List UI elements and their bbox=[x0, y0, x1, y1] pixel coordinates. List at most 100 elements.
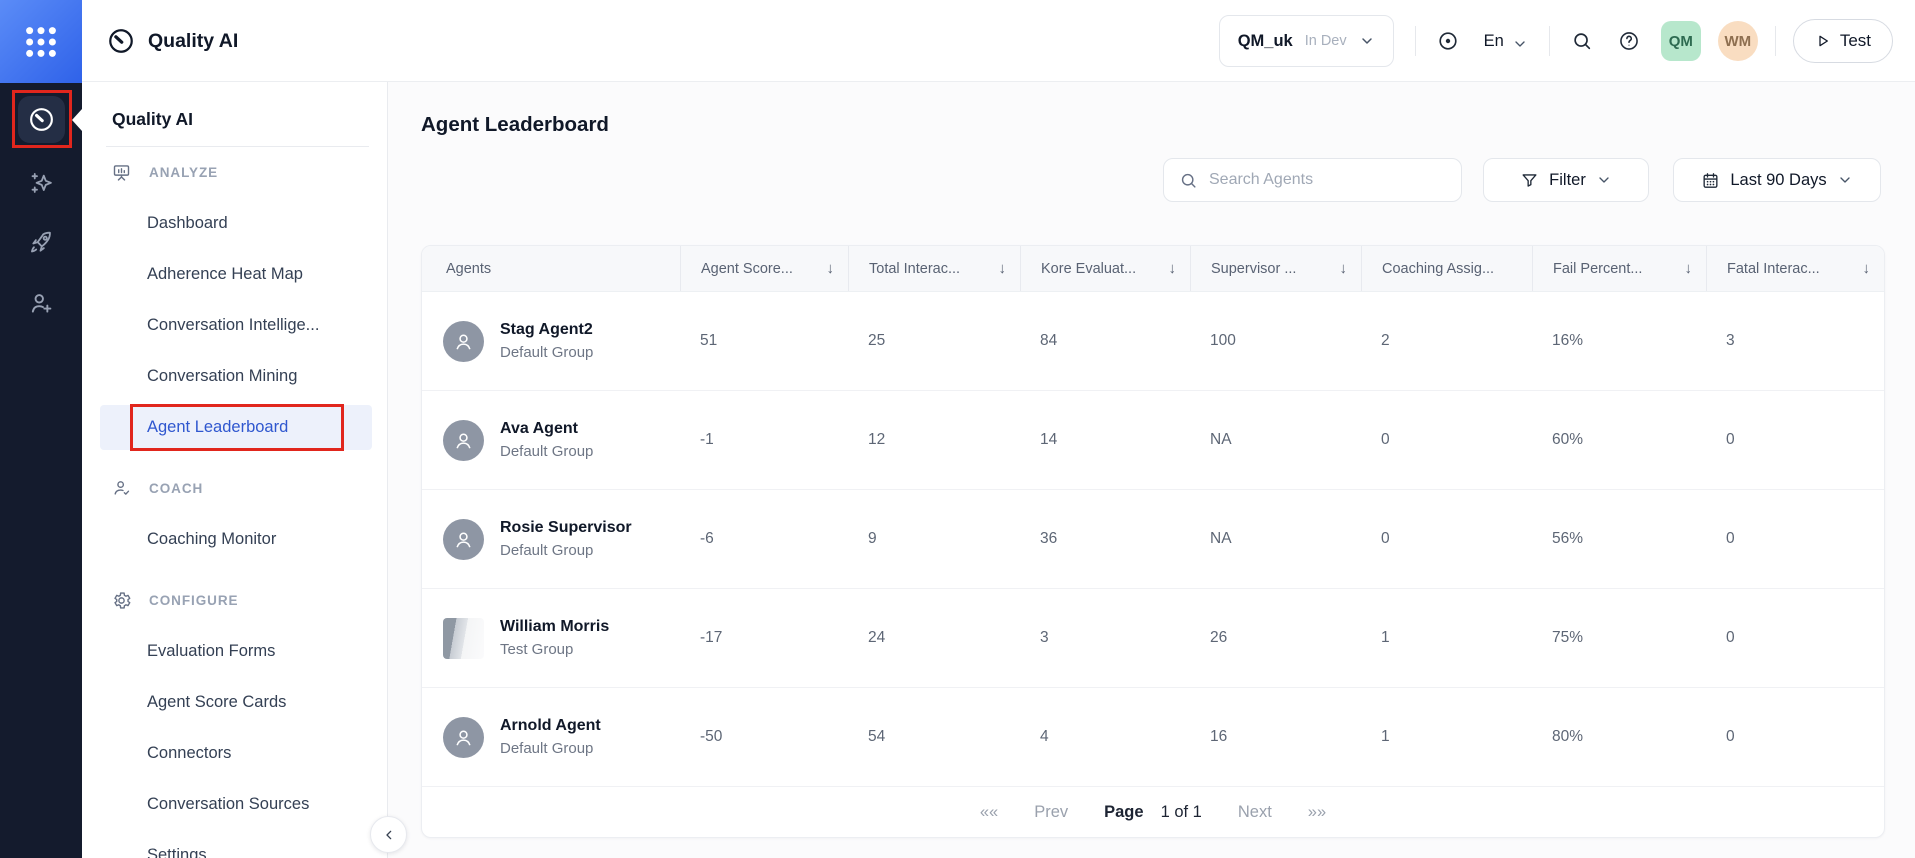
search-icon bbox=[1181, 173, 1196, 188]
column-label: Fatal Interac... bbox=[1727, 260, 1820, 277]
nav-item-label: Conversation Mining bbox=[147, 367, 298, 385]
column-header-agents[interactable]: Agents bbox=[422, 246, 680, 291]
person-icon bbox=[456, 729, 471, 745]
cell-coaching-assigned: 1 bbox=[1381, 629, 1390, 646]
column-header-total-interactions[interactable]: Total Interac... ↓ bbox=[848, 246, 1020, 291]
help-icon bbox=[1619, 32, 1638, 50]
workspace-status: In Dev bbox=[1304, 33, 1347, 49]
wm-user-avatar[interactable]: WM bbox=[1717, 21, 1758, 61]
sparkles-icon bbox=[31, 172, 52, 193]
gauge-icon bbox=[30, 108, 53, 131]
sidebar-item-evaluation-forms[interactable]: Evaluation Forms bbox=[82, 626, 387, 677]
filter-button[interactable]: Filter bbox=[1483, 158, 1649, 202]
column-header-fatal-interactions[interactable]: Fatal Interac... ↓ bbox=[1706, 246, 1884, 291]
rail-item-sparkles[interactable] bbox=[0, 160, 82, 206]
active-item-highlight bbox=[100, 405, 372, 450]
sidebar-item-settings[interactable]: Settings bbox=[82, 830, 387, 858]
pagination-next-button[interactable]: Next bbox=[1237, 803, 1272, 821]
annotation-box-nav bbox=[130, 404, 344, 451]
pagination-page-value: 1 of 1 bbox=[1160, 803, 1202, 821]
test-button[interactable]: Test bbox=[1792, 19, 1893, 63]
column-header-agent-score[interactable]: Agent Score... ↓ bbox=[680, 246, 848, 291]
cell-fatal-interactions: 0 bbox=[1726, 728, 1735, 745]
agent-avatar bbox=[443, 716, 484, 758]
agent-avatar bbox=[443, 518, 484, 560]
cell-agent-score: -1 bbox=[700, 431, 714, 448]
pagination-first-button[interactable]: «« bbox=[979, 803, 999, 821]
workspace-selector[interactable]: QM_uk In Dev bbox=[1218, 15, 1394, 67]
presentation-icon bbox=[111, 162, 132, 183]
top-bar: Quality AI QM_uk In Dev En bbox=[0, 0, 1915, 83]
rail-item-user-add[interactable] bbox=[0, 280, 82, 326]
chevron-left-icon bbox=[385, 830, 391, 839]
date-range-label: Last 90 Days bbox=[1730, 170, 1827, 189]
cell-agent-score: -17 bbox=[700, 629, 723, 646]
sort-icon: ↓ bbox=[1339, 260, 1348, 277]
side-nav: Quality AI ANALYZE Dashboard Adherence H… bbox=[82, 82, 388, 858]
sidebar-item-coaching-monitor[interactable]: Coaching Monitor bbox=[82, 514, 387, 565]
rail-item-quality-ai[interactable] bbox=[18, 96, 65, 143]
sidebar-item-dashboard[interactable]: Dashboard bbox=[82, 198, 387, 249]
agent-search-input[interactable] bbox=[1209, 159, 1461, 201]
cell-agent-score: 51 bbox=[700, 332, 718, 349]
sidebar-item-adherence-heat-map[interactable]: Adherence Heat Map bbox=[82, 249, 387, 300]
pagination-last-button[interactable]: »» bbox=[1307, 803, 1327, 821]
calendar-icon bbox=[1703, 172, 1718, 188]
sidebar-item-agent-score-cards[interactable]: Agent Score Cards bbox=[82, 677, 387, 728]
language-selector[interactable]: En bbox=[1480, 28, 1532, 55]
chevron-down-icon bbox=[1512, 33, 1528, 49]
cell-agent-score: -50 bbox=[700, 728, 723, 745]
column-label: Total Interac... bbox=[869, 260, 961, 277]
date-range-button[interactable]: Last 90 Days bbox=[1673, 158, 1881, 202]
cell-supervisor: 26 bbox=[1210, 629, 1228, 646]
top-bar-actions: QM_uk In Dev En bbox=[1218, 0, 1893, 82]
qm-workspace-badge[interactable]: QM bbox=[1660, 21, 1701, 61]
table-row-ava-agent[interactable]: Ava Agent Default Group -1 12 14 NA 0 60… bbox=[422, 391, 1884, 490]
gear-icon bbox=[111, 590, 132, 611]
sidebar-item-agent-leaderboard[interactable]: Agent Leaderboard bbox=[82, 402, 387, 453]
help-button[interactable] bbox=[1614, 26, 1644, 56]
cell-total-interactions: 54 bbox=[868, 728, 886, 745]
nav-section-label: CONFIGURE bbox=[149, 593, 239, 608]
agent-name: Ava Agent bbox=[500, 420, 578, 437]
sidebar-item-conversation-mining[interactable]: Conversation Mining bbox=[82, 351, 387, 402]
table-row-rosie-supervisor[interactable]: Rosie Supervisor Default Group -6 9 36 N… bbox=[422, 490, 1884, 589]
nav-item-label: Dashboard bbox=[147, 214, 228, 232]
rail-item-rocket[interactable] bbox=[0, 219, 82, 265]
agent-cell: Stag Agent2 Default Group bbox=[422, 292, 680, 390]
column-header-supervisor[interactable]: Supervisor ... ↓ bbox=[1190, 246, 1361, 291]
column-header-fail-percentage[interactable]: Fail Percent... ↓ bbox=[1532, 246, 1706, 291]
cell-fatal-interactions: 80% bbox=[1552, 728, 1584, 745]
nav-section-label: ANALYZE bbox=[149, 165, 219, 180]
column-header-coaching-assigned[interactable]: Coaching Assig... bbox=[1361, 246, 1532, 291]
column-label: Kore Evaluat... bbox=[1041, 260, 1137, 277]
divider bbox=[1548, 26, 1550, 56]
cell-fatal-interactions: 0 bbox=[1726, 629, 1735, 646]
annotation-box-rail bbox=[12, 90, 72, 148]
rocket-icon bbox=[30, 231, 51, 252]
pagination-page-label: Page bbox=[1104, 803, 1144, 821]
main-content: Agent Leaderboard Filter Last 90 Days Ag bbox=[388, 82, 1915, 858]
goal-target-button[interactable] bbox=[1433, 26, 1463, 56]
page-title: Agent Leaderboard bbox=[421, 113, 609, 136]
divider bbox=[106, 146, 369, 147]
sidebar-item-conversation-intelligence[interactable]: Conversation Intellige... bbox=[82, 300, 387, 351]
sort-icon: ↓ bbox=[1168, 260, 1177, 277]
collapse-nav-button[interactable] bbox=[370, 816, 407, 853]
global-search-button[interactable] bbox=[1567, 26, 1597, 56]
table-row-william-morris[interactable]: William Morris Test Group -17 24 3 26 1 … bbox=[422, 589, 1884, 688]
divider bbox=[1414, 26, 1416, 56]
table-row-stag-agent2[interactable]: Stag Agent2 Default Group 51 25 84 100 2… bbox=[422, 292, 1884, 391]
sidebar-item-conversation-sources[interactable]: Conversation Sources bbox=[82, 779, 387, 830]
agent-group: Default Group bbox=[500, 740, 594, 757]
table-row-arnold-agent[interactable]: Arnold Agent Default Group -50 54 4 16 1… bbox=[422, 688, 1884, 787]
cell-fatal-interactions: 0 bbox=[1726, 431, 1735, 448]
agent-cell: William Morris Test Group bbox=[422, 589, 680, 687]
column-label: Coaching Assig... bbox=[1382, 260, 1495, 277]
column-header-kore-evaluations[interactable]: Kore Evaluat... ↓ bbox=[1020, 246, 1190, 291]
column-label: Agents bbox=[446, 260, 492, 277]
cell-fail-percentage: 60% bbox=[1552, 431, 1584, 448]
pagination-prev-button[interactable]: Prev bbox=[1034, 803, 1069, 821]
sidebar-item-connectors[interactable]: Connectors bbox=[82, 728, 387, 779]
app-launcher-button[interactable] bbox=[0, 0, 82, 83]
